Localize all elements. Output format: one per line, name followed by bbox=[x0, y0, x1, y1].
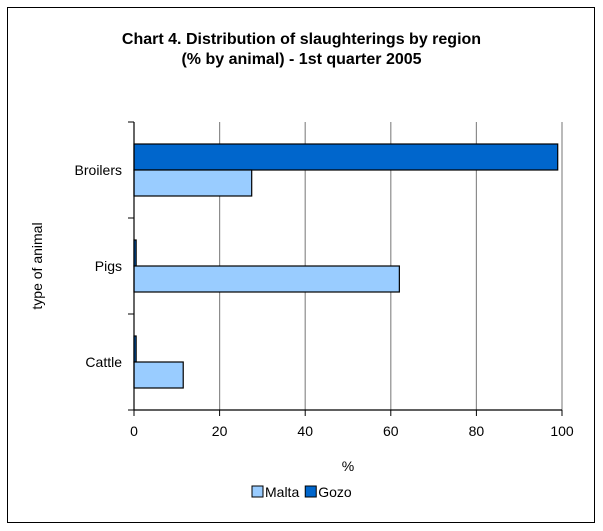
x-tick-label-0: 0 bbox=[130, 423, 138, 439]
bars bbox=[133, 143, 559, 389]
x-tick-label-60: 60 bbox=[383, 423, 399, 439]
chart-frame bbox=[7, 7, 595, 523]
y-axis-title: type of animal bbox=[29, 222, 45, 309]
bar-malta-pigs bbox=[133, 265, 400, 293]
legend-swatch-malta bbox=[251, 485, 264, 498]
bar-malta-cattle bbox=[133, 361, 184, 389]
bar-malta-broilers bbox=[133, 169, 253, 197]
chart-title: Chart 4. Distribution of slaughterings b… bbox=[0, 30, 603, 70]
x-tick-label-80: 80 bbox=[469, 423, 485, 439]
legend-label-gozo: Gozo bbox=[318, 484, 352, 500]
bar-gozo-broilers bbox=[133, 143, 559, 171]
legend: Malta Gozo bbox=[251, 484, 352, 500]
legend-swatch-gozo bbox=[304, 485, 317, 498]
axes bbox=[128, 121, 563, 416]
x-tick-label-40: 40 bbox=[297, 423, 313, 439]
chart-title-line-1: Chart 4. Distribution of slaughterings b… bbox=[121, 31, 482, 48]
chart-title-line-2: (% by animal) - 1st quarter 2005 bbox=[181, 51, 422, 68]
x-tick-label-20: 20 bbox=[212, 423, 228, 439]
x-tick-label-100: 100 bbox=[550, 423, 574, 439]
y-tick-label-pigs: Pigs bbox=[95, 258, 122, 274]
y-tick-label-cattle: Cattle bbox=[85, 354, 122, 370]
legend-label-malta: Malta bbox=[265, 484, 299, 500]
y-tick-label-broilers: Broilers bbox=[75, 162, 122, 178]
x-axis-title: % bbox=[342, 458, 354, 474]
axis-labels: 0 20 40 60 80 100 Broilers Pigs Cattle% type of a… bbox=[29, 162, 574, 474]
